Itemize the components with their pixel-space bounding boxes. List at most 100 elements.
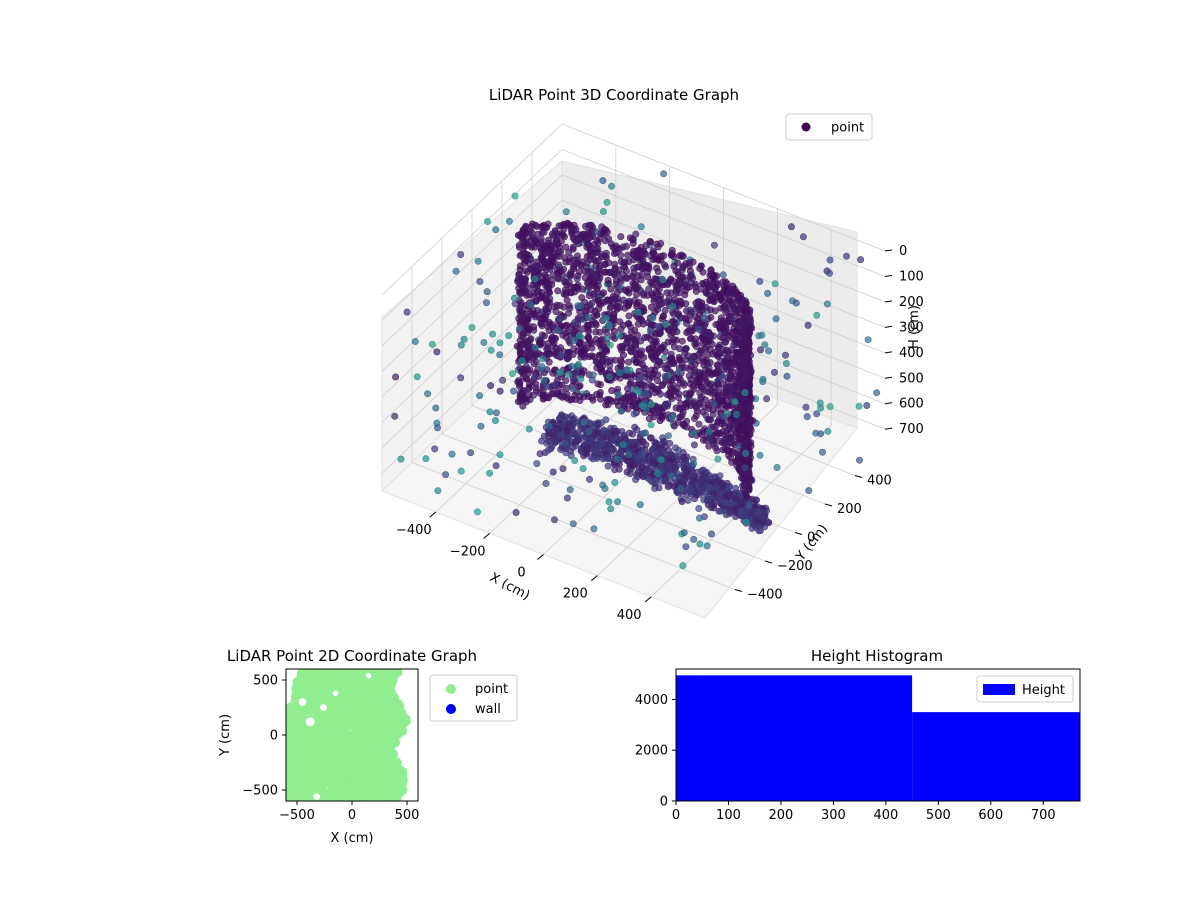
point-3d — [682, 345, 690, 353]
point-3d — [544, 446, 552, 454]
point-3d — [637, 223, 645, 231]
z-tick-3d — [884, 376, 893, 379]
point-3d — [695, 504, 703, 512]
point-3d — [684, 496, 692, 504]
point-3d — [673, 259, 681, 267]
point-3d — [477, 422, 485, 430]
chart-2d: LiDAR Point 2D Coordinate Graph −500−500… — [218, 647, 518, 846]
z-tick-label-3d: 300 — [899, 320, 924, 335]
point-3d — [561, 439, 569, 447]
point-3d — [631, 423, 639, 431]
point-3d — [473, 508, 481, 516]
point-3d — [625, 312, 633, 320]
point-3d — [682, 543, 690, 551]
point-3d — [616, 369, 624, 377]
point-3d — [629, 256, 637, 264]
point-3d — [668, 246, 676, 254]
point-3d — [615, 465, 623, 473]
point-3d — [637, 315, 645, 323]
point-3d — [595, 270, 603, 278]
point-3d — [602, 249, 610, 257]
point-3d — [676, 298, 684, 306]
point-3d — [615, 391, 623, 399]
point-3d — [742, 431, 750, 439]
point-3d — [606, 341, 614, 349]
point-3d — [638, 450, 646, 458]
point-3d — [710, 241, 718, 249]
point-3d — [716, 429, 724, 437]
point-3d — [442, 471, 450, 479]
chart-3d-title: LiDAR Point 3D Coordinate Graph — [489, 86, 739, 104]
point-3d — [611, 356, 619, 364]
point-3d — [486, 469, 494, 477]
point-3d — [639, 438, 647, 446]
point-3d — [664, 432, 672, 440]
point-3d — [544, 283, 552, 291]
point-3d — [603, 396, 611, 404]
legend-3d[interactable]: point — [785, 113, 873, 141]
point-3d — [550, 516, 558, 524]
point-3d — [695, 514, 703, 522]
point-3d — [647, 278, 655, 286]
y-tick-label-3d: 200 — [837, 502, 862, 517]
point-3d — [638, 347, 646, 355]
point-3d — [492, 462, 500, 470]
point-3d — [516, 290, 524, 298]
point-3d — [740, 333, 748, 341]
point-3d — [681, 291, 689, 299]
point-3d — [813, 311, 821, 319]
point-3d — [540, 376, 548, 384]
point-3d — [689, 258, 697, 266]
point-3d — [618, 358, 626, 366]
point-3d — [711, 307, 719, 315]
legend-marker-point-3d — [801, 122, 811, 132]
point-3d — [683, 417, 691, 425]
point-3d — [648, 477, 656, 485]
point-3d — [675, 368, 683, 376]
point-3d — [551, 381, 559, 389]
point-3d — [698, 488, 706, 496]
point-3d — [516, 311, 524, 319]
point-3d — [741, 389, 749, 397]
point-3d — [452, 267, 460, 275]
point-3d — [660, 170, 668, 178]
point-3d — [653, 302, 661, 310]
point-3d — [826, 403, 834, 411]
point-3d — [575, 268, 583, 276]
point-3d — [549, 468, 557, 476]
point-3d — [863, 401, 871, 409]
point-3d — [599, 351, 607, 359]
point-3d — [692, 342, 700, 350]
point-3d — [549, 271, 557, 279]
point-3d — [422, 455, 430, 463]
point-3d — [701, 396, 709, 404]
point-3d — [733, 496, 741, 504]
point-3d — [499, 376, 507, 384]
point-3d — [572, 369, 580, 377]
point-3d — [737, 474, 745, 482]
point-3d — [647, 400, 655, 408]
point-3d — [679, 562, 687, 570]
point-3d — [755, 527, 763, 535]
point-3d — [600, 289, 608, 297]
point-3d — [707, 331, 715, 339]
point-3d — [460, 335, 468, 343]
z-tick-label-3d: 0 — [899, 244, 907, 259]
points-2d — [286, 669, 411, 801]
axes-3d: −400−2000200400−400−20002004000100200300… — [396, 244, 924, 623]
point-3d — [764, 289, 772, 297]
point-3d — [603, 453, 611, 461]
point-3d — [599, 177, 607, 185]
point-3d — [580, 418, 588, 426]
point-3d — [448, 450, 456, 458]
point-3d — [689, 355, 697, 363]
point-3d — [772, 315, 780, 323]
point-3d — [593, 447, 601, 455]
point-3d — [629, 239, 637, 247]
point-3d — [403, 308, 411, 316]
point-3d — [742, 449, 750, 457]
point-3d — [714, 455, 722, 463]
point-3d — [855, 456, 863, 464]
point-3d — [509, 387, 517, 395]
point-3d — [428, 340, 436, 348]
